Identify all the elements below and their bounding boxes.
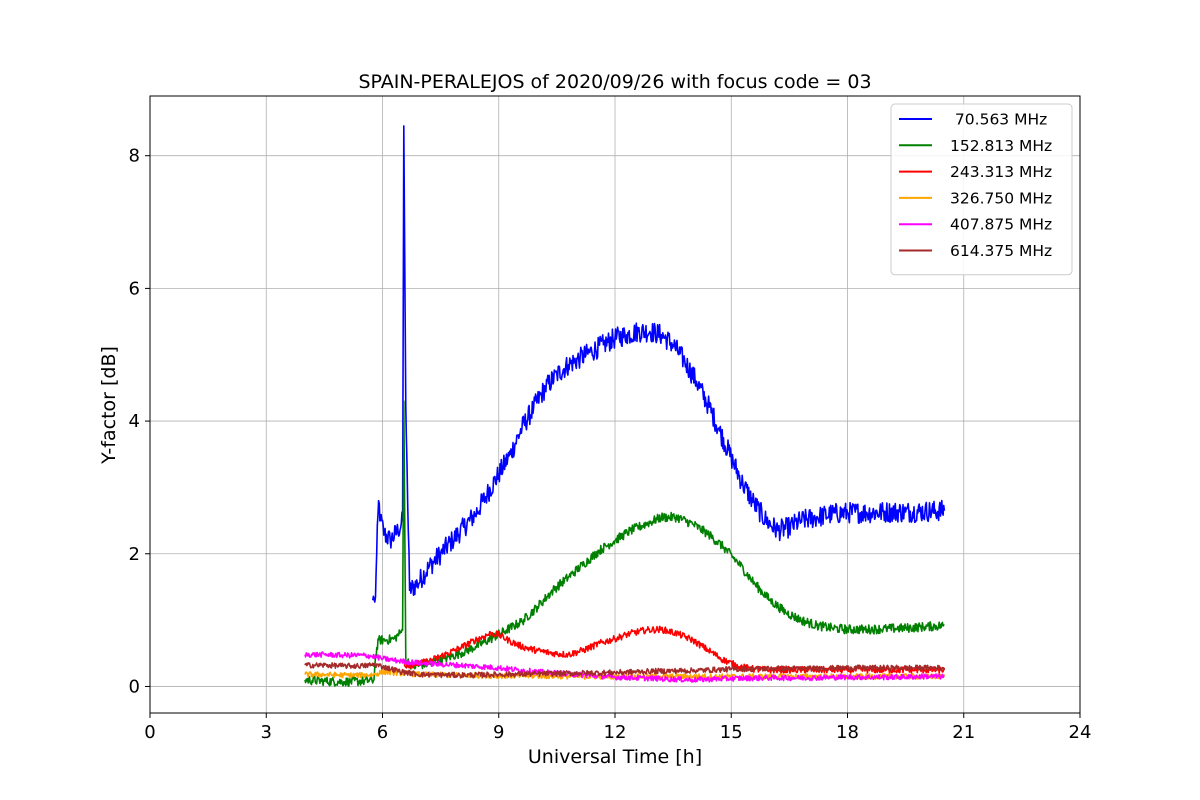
legend-label: 407.875 MHz bbox=[950, 216, 1052, 234]
x-tick-label: 12 bbox=[604, 722, 627, 743]
x-tick-label: 15 bbox=[720, 722, 743, 743]
x-tick-label: 3 bbox=[261, 722, 272, 743]
x-tick-label: 0 bbox=[144, 722, 155, 743]
legend-label: 614.375 MHz bbox=[950, 242, 1052, 260]
legend-label: 152.813 MHz bbox=[950, 137, 1052, 155]
y-tick-label: 2 bbox=[129, 544, 140, 565]
y-tick-label: 8 bbox=[129, 146, 140, 167]
y-axis-label: Y-factor [dB] bbox=[98, 346, 120, 465]
legend-label: 70.563 MHz bbox=[950, 111, 1047, 129]
y-tick-label: 0 bbox=[129, 676, 140, 697]
x-tick-label: 18 bbox=[836, 722, 859, 743]
x-tick-label: 24 bbox=[1069, 722, 1092, 743]
chart-title: SPAIN-PERALEJOS of 2020/09/26 with focus… bbox=[358, 71, 871, 93]
legend-label: 243.313 MHz bbox=[950, 163, 1052, 181]
y-tick-label: 4 bbox=[129, 411, 140, 432]
x-tick-label: 9 bbox=[493, 722, 504, 743]
y-tick-label: 6 bbox=[129, 278, 140, 299]
x-tick-label: 6 bbox=[377, 722, 388, 743]
x-tick-label: 21 bbox=[952, 722, 975, 743]
legend-label: 326.750 MHz bbox=[950, 189, 1052, 207]
x-axis-label: Universal Time [h] bbox=[528, 746, 702, 768]
legend: 70.563 MHz 152.813 MHz 243.313 MHz 326.750 … bbox=[891, 104, 1072, 275]
